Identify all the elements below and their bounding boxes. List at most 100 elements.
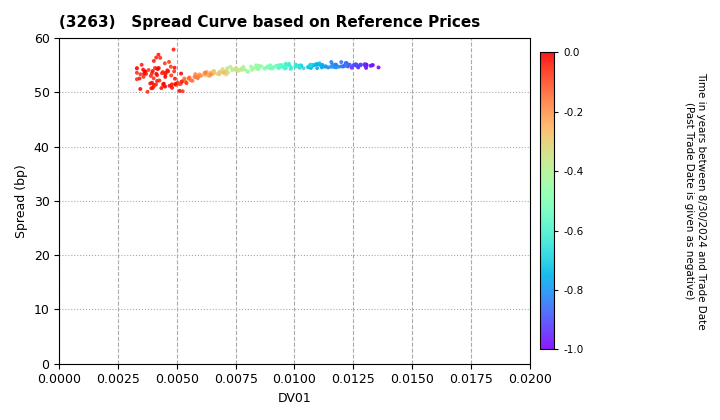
Point (302, 64, 314, 71)
Point (199, 71, 211, 78)
Point (353, 63, 364, 70)
Point (148, 58, 160, 64)
Point (131, 76, 143, 83)
Point (280, 62, 292, 69)
Point (314, 60, 325, 67)
Point (261, 64, 272, 71)
Point (283, 60, 294, 67)
Point (196, 72, 207, 79)
Point (189, 74, 200, 80)
Point (135, 71, 146, 78)
Point (328, 63, 340, 70)
Point (265, 65, 276, 72)
Point (207, 71, 219, 77)
Point (262, 63, 274, 70)
Point (341, 60, 352, 66)
Point (145, 85, 157, 92)
Point (267, 65, 279, 72)
Point (373, 64, 384, 71)
Point (320, 63, 331, 70)
Point (230, 66, 242, 73)
Point (342, 63, 354, 70)
Point (279, 65, 290, 72)
Point (359, 63, 371, 69)
Point (246, 66, 258, 73)
Point (340, 60, 351, 66)
Point (341, 62, 352, 69)
Point (330, 61, 341, 68)
Point (333, 63, 345, 70)
Point (341, 60, 352, 67)
Point (147, 85, 158, 92)
Point (310, 61, 322, 68)
Point (242, 68, 253, 75)
Point (230, 65, 242, 71)
Point (140, 68, 151, 75)
Point (163, 82, 175, 89)
Point (159, 60, 171, 67)
Point (285, 66, 297, 72)
Point (360, 62, 372, 68)
Point (151, 72, 163, 79)
Point (175, 80, 186, 87)
Point (151, 65, 163, 72)
Point (153, 51, 164, 58)
Point (366, 62, 377, 69)
Point (190, 74, 202, 81)
Point (151, 78, 163, 84)
Point (291, 62, 302, 69)
Point (367, 62, 379, 68)
Point (251, 62, 262, 69)
Point (152, 66, 163, 73)
Point (238, 66, 249, 72)
Point (193, 73, 204, 79)
Point (158, 82, 169, 89)
Point (316, 63, 328, 70)
Point (235, 66, 247, 73)
Point (365, 63, 377, 69)
Point (162, 68, 174, 75)
Point (305, 61, 317, 68)
Point (361, 61, 372, 68)
Point (237, 66, 248, 73)
X-axis label: DV01: DV01 (278, 392, 311, 405)
Point (131, 65, 143, 71)
Point (160, 74, 171, 80)
Point (315, 62, 327, 69)
Point (305, 65, 317, 71)
Point (346, 63, 358, 70)
Point (205, 71, 217, 78)
Point (169, 75, 181, 82)
Point (146, 79, 158, 86)
Point (168, 46, 179, 53)
Point (159, 70, 171, 77)
Point (201, 68, 212, 75)
Point (148, 75, 159, 81)
Point (294, 63, 305, 70)
Point (155, 55, 166, 61)
Point (280, 65, 292, 71)
Point (149, 65, 161, 71)
Point (220, 68, 231, 75)
Point (220, 68, 232, 75)
Point (172, 80, 184, 87)
Point (307, 62, 319, 69)
Point (143, 67, 154, 74)
Point (350, 61, 361, 68)
Point (329, 63, 341, 70)
Point (315, 62, 327, 69)
Point (305, 63, 316, 70)
Point (229, 66, 240, 73)
Point (222, 65, 233, 71)
Point (271, 63, 282, 69)
Point (227, 66, 238, 72)
Point (239, 66, 251, 73)
Point (220, 71, 232, 78)
Point (233, 67, 244, 74)
Point (316, 64, 328, 71)
Point (150, 71, 162, 77)
Point (147, 68, 158, 74)
Point (202, 71, 213, 78)
Point (351, 62, 362, 69)
Point (166, 81, 178, 88)
